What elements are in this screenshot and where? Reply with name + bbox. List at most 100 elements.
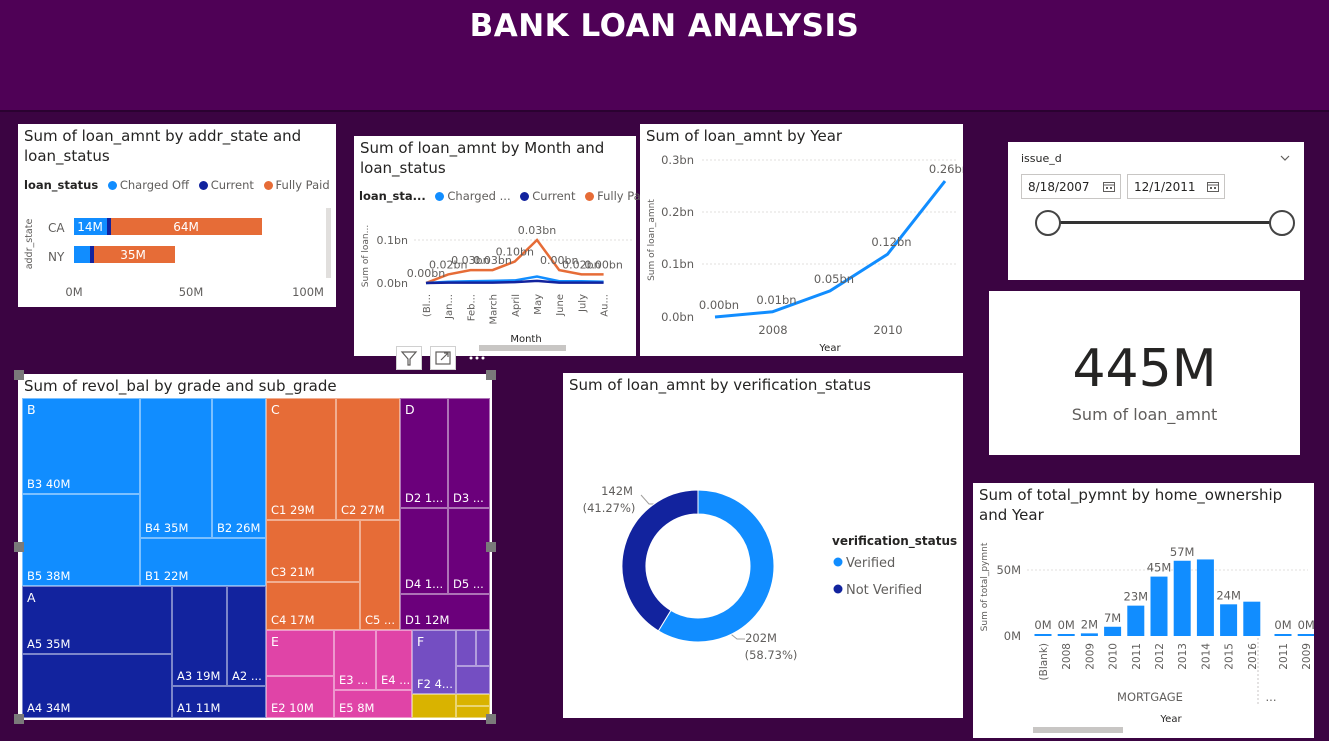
year-ytick: 0.0bn — [661, 310, 694, 324]
home-xtick: (Blank) — [1038, 643, 1050, 680]
legend-dot-fully-paid — [263, 181, 273, 190]
treemap-cell[interactable]: C5 ... — [360, 520, 400, 630]
treemap-cell[interactable]: D4 1... — [400, 508, 448, 594]
treemap-cell[interactable]: B4 35M — [140, 398, 212, 538]
donut-chart-card[interactable]: Sum of loan_amnt by verification_status … — [563, 373, 963, 718]
end-date-value: 12/1/2011 — [1134, 180, 1196, 194]
treemap-cell[interactable]: C2 27M — [336, 398, 400, 520]
treemap-cell-label: C2 27M — [341, 503, 385, 517]
treemap-cell-label: D4 1... — [405, 577, 444, 591]
resize-handle[interactable] — [486, 714, 496, 724]
bar-ny-fully-paid — [94, 246, 175, 263]
treemap-group-d-cell[interactable]: D D2 1... — [400, 398, 448, 508]
treemap-cell[interactable]: E4 ... — [376, 630, 412, 690]
home-group-label: MORTGAGE — [1117, 690, 1183, 704]
home-chart-card[interactable]: Sum of total_pymnt by home_ownership and… — [973, 483, 1314, 738]
state-chart-plot: addr_state CA NY 14M 64M 35M 0M 50M 100M — [24, 208, 331, 299]
home-xtick: 2008 — [1061, 643, 1073, 670]
year-chart-plot: Sum of loan_amnt 0.3bn 0.2bn 0.1bn 0.0bn… — [647, 153, 963, 354]
slider-track[interactable] — [1048, 221, 1282, 224]
treemap-cell-label: E5 8M — [339, 701, 375, 715]
treemap-cell[interactable]: D1 12M — [400, 594, 490, 630]
treemap-cell-g[interactable] — [456, 706, 490, 718]
treemap-card[interactable]: Sum of revol_bal by grade and sub_grade … — [18, 374, 492, 720]
state-chart-card[interactable]: Sum of loan_amnt by addr_state and loan_… — [18, 124, 336, 307]
treemap-cell[interactable]: C4 17M — [266, 582, 360, 630]
legend-dot-fully-paid — [585, 192, 595, 201]
calendar-icon — [1103, 182, 1115, 192]
treemap-cell-label: A1 11M — [177, 701, 221, 715]
treemap-plot: B B3 40M B5 38M B4 35M B2 26M B1 22M A A5 … — [22, 398, 490, 718]
treemap-cell-label: E3 ... — [339, 673, 369, 687]
treemap-cell-g[interactable] — [456, 694, 490, 706]
treemap-cell-label: D1 12M — [405, 613, 450, 627]
home-data-label: 0M — [1058, 618, 1075, 632]
month-data-label: 0.10bn — [496, 246, 534, 259]
end-date-input[interactable]: 12/1/2011 — [1127, 174, 1225, 199]
resize-handle[interactable] — [14, 542, 24, 552]
home-bar — [1297, 634, 1314, 636]
month-chart-plot: Sum of loan... 0.1bn 0.0bn Month 0.00bn0… — [361, 224, 632, 351]
more-options-icon[interactable] — [464, 346, 490, 370]
donut-slice — [621, 489, 699, 632]
start-date-input[interactable]: 8/18/2007 — [1021, 174, 1121, 199]
treemap-group-c-cell[interactable]: C C1 29M — [266, 398, 336, 520]
home-xtick: 2010 — [1108, 643, 1120, 670]
treemap-cell[interactable]: E3 ... — [334, 630, 376, 690]
treemap-cell[interactable]: A1 11M — [172, 686, 266, 718]
legend-item: Fully Paid — [597, 189, 652, 203]
treemap-cell[interactable] — [456, 630, 476, 666]
treemap-cell[interactable] — [476, 630, 490, 666]
treemap-cell[interactable]: D5 ... — [448, 508, 490, 594]
kpi-card[interactable]: 445M Sum of loan_amnt — [989, 291, 1300, 455]
legend-item: Current — [210, 178, 254, 192]
month-axis-ylabel: Sum of loan... — [361, 225, 371, 287]
treemap-cell[interactable]: B2 26M — [212, 398, 266, 538]
resize-handle[interactable] — [486, 370, 496, 380]
chevron-down-icon[interactable] — [1278, 150, 1292, 164]
resize-handle[interactable] — [14, 370, 24, 380]
state-chart-legend: loan_status Charged Off Current Fully Pa… — [24, 178, 334, 192]
treemap-cell[interactable]: E2 10M — [266, 676, 334, 718]
month-chart-card[interactable]: Sum of loan_amnt by Month and loan_statu… — [354, 136, 651, 356]
state-xtick: 100M — [292, 285, 324, 299]
donut-legend-title: verification_status — [832, 534, 957, 549]
month-xtick: March — [489, 294, 500, 324]
treemap-group-f-cell[interactable]: F F2 4... — [412, 630, 456, 694]
treemap-cell[interactable] — [456, 666, 490, 694]
slider-handle-end[interactable] — [1269, 210, 1295, 236]
treemap-group-a-cell[interactable]: A A5 35M — [22, 586, 172, 654]
treemap-cell[interactable]: A3 19M — [172, 586, 227, 686]
resize-handle[interactable] — [14, 714, 24, 724]
treemap-group-label: C — [271, 402, 280, 417]
month-data-label: 0.00bn — [540, 254, 578, 267]
treemap-cell[interactable]: A4 34M — [22, 654, 172, 718]
year-chart-card[interactable]: Sum of loan_amnt by Year Sum of loan_amn… — [640, 124, 963, 356]
treemap-group-e-cell[interactable]: E — [266, 630, 334, 676]
legend-dot-current — [520, 192, 530, 201]
treemap-cell-label: D5 ... — [453, 577, 484, 591]
filter-icon[interactable] — [396, 346, 422, 370]
donut-legend-verified: Verified — [846, 556, 895, 571]
treemap-cell[interactable]: D3 ... — [448, 398, 490, 508]
month-data-label: 0.02bn — [429, 258, 467, 271]
treemap-title: Sum of revol_bal by grade and sub_grade — [24, 377, 337, 395]
month-data-label: 0.00bn — [584, 258, 622, 271]
slider-handle-start[interactable] — [1035, 210, 1061, 236]
resize-handle[interactable] — [486, 542, 496, 552]
month-data-label: 0.00bn — [407, 267, 445, 280]
donut-label-not-verified-value: 142M — [601, 484, 633, 498]
treemap-cell[interactable]: B5 38M — [22, 494, 140, 586]
treemap-cell[interactable]: A2 ... — [227, 586, 266, 686]
home-bar — [1150, 576, 1168, 636]
treemap-cell-label: A3 19M — [177, 669, 221, 683]
treemap-cell[interactable]: B1 22M — [140, 538, 266, 586]
focus-mode-icon[interactable] — [430, 346, 456, 370]
date-slicer-card[interactable]: issue_d 8/18/2007 12/1/2011 — [1008, 142, 1304, 280]
treemap-cell[interactable]: C3 21M — [266, 520, 360, 582]
treemap-group-b-cell[interactable]: B B3 40M — [22, 398, 140, 494]
treemap-cell-label: B4 35M — [145, 521, 189, 535]
treemap-cell-g[interactable] — [412, 694, 456, 718]
treemap-cell[interactable]: E5 8M — [334, 690, 412, 718]
treemap-cell-label: E4 ... — [381, 673, 411, 687]
